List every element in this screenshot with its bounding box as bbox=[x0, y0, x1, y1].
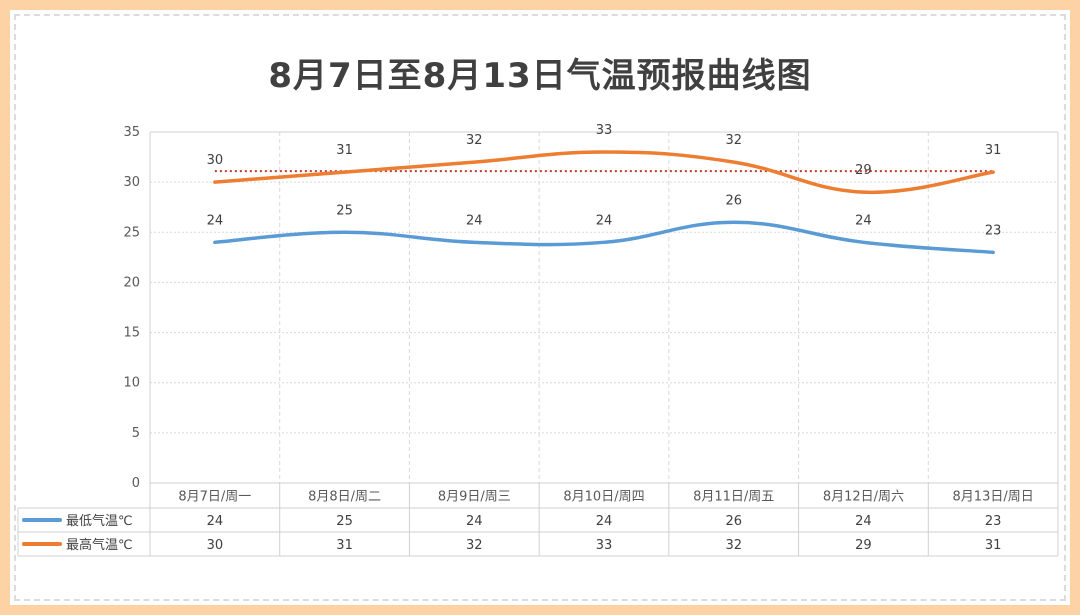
legend-label: 最高气温℃ bbox=[66, 537, 133, 553]
data-label: 24 bbox=[855, 213, 872, 228]
data-label: 29 bbox=[855, 163, 872, 178]
data-label: 31 bbox=[985, 143, 1002, 158]
y-tick-label: 0 bbox=[132, 476, 140, 491]
data-label: 32 bbox=[725, 133, 742, 148]
category-label: 8月8日/周二 bbox=[308, 490, 381, 505]
table-cell: 24 bbox=[466, 514, 483, 529]
data-label: 23 bbox=[985, 223, 1002, 238]
chart-title: 8月7日至8月13日气温预报曲线图 bbox=[268, 56, 812, 96]
inner-dashed-border bbox=[14, 14, 1066, 601]
series-layer bbox=[213, 150, 995, 255]
grid-layer bbox=[149, 131, 1059, 556]
series-line-0 bbox=[213, 220, 995, 255]
y-tick-label: 20 bbox=[123, 275, 140, 290]
table-cell: 31 bbox=[336, 538, 353, 553]
table-cell: 23 bbox=[985, 514, 1002, 529]
category-label: 8月7日/周一 bbox=[178, 490, 251, 505]
table-cell: 32 bbox=[725, 538, 742, 553]
table-cell: 30 bbox=[207, 538, 224, 553]
series-line-1 bbox=[213, 150, 995, 195]
table-cell: 24 bbox=[855, 514, 872, 529]
data-label: 30 bbox=[207, 153, 224, 168]
data-table: 8月7日/周一 8月8日/周二 8月9日/周三 8月10日/周四 8月11日/周五 8月1… bbox=[17, 482, 1058, 557]
category-label: 8月13日/周日 bbox=[953, 490, 1034, 505]
y-tick-label: 25 bbox=[123, 225, 140, 240]
data-label: 31 bbox=[336, 143, 353, 158]
y-tick-label: 30 bbox=[123, 175, 140, 190]
table-cell: 29 bbox=[855, 538, 872, 553]
category-label: 8月12日/周六 bbox=[823, 490, 904, 505]
data-label: 33 bbox=[596, 123, 613, 138]
y-tick-label: 15 bbox=[123, 326, 140, 341]
y-tick-label: 10 bbox=[123, 376, 140, 391]
data-label: 25 bbox=[336, 203, 353, 218]
table-cell: 31 bbox=[985, 538, 1002, 553]
data-label: 26 bbox=[725, 193, 742, 208]
table-cell: 24 bbox=[207, 514, 224, 529]
table-cell: 25 bbox=[336, 514, 353, 529]
axis-layer: 0 5 10 15 20 25 30 35 bbox=[123, 125, 140, 491]
data-label-layer: 24 25 24 24 26 24 23 30 31 32 33 32 29 31 bbox=[207, 123, 1002, 238]
category-label: 8月9日/周三 bbox=[438, 490, 511, 505]
y-tick-label: 35 bbox=[123, 125, 140, 140]
table-cell: 24 bbox=[596, 514, 613, 529]
data-label: 24 bbox=[596, 213, 613, 228]
y-tick-label: 5 bbox=[132, 426, 140, 441]
table-cell: 32 bbox=[466, 538, 483, 553]
legend-label: 最低气温℃ bbox=[66, 513, 133, 529]
category-label: 8月11日/周五 bbox=[693, 490, 774, 505]
category-label: 8月10日/周四 bbox=[563, 490, 644, 505]
table-cell: 26 bbox=[725, 514, 742, 529]
data-label: 24 bbox=[466, 213, 483, 228]
data-label: 24 bbox=[207, 213, 224, 228]
table-cell: 33 bbox=[596, 538, 613, 553]
data-label: 32 bbox=[466, 133, 483, 148]
